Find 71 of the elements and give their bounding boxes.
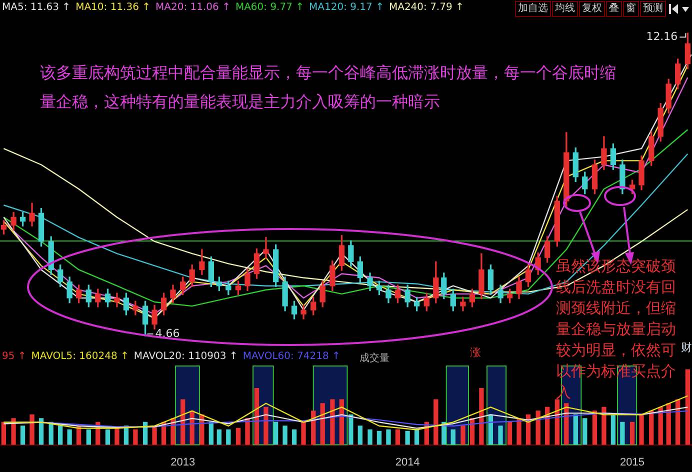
bar xyxy=(236,428,241,445)
bar xyxy=(573,414,578,445)
bar xyxy=(685,369,690,445)
bar xyxy=(30,414,34,445)
bar xyxy=(264,406,268,445)
bar xyxy=(301,422,306,445)
bar xyxy=(330,399,335,445)
bar xyxy=(320,403,325,445)
text: MA240: 7.79 ↑ xyxy=(388,2,464,13)
bar xyxy=(386,429,391,445)
bar xyxy=(254,388,260,445)
bar xyxy=(348,414,354,445)
text: MAVOL20: 110903 ↑ xyxy=(134,351,238,364)
bar xyxy=(639,414,644,445)
annotation: 该多重底构筑过程中配合量能显示，每一个谷峰高低滞涨时放量，每一个谷底时缩量企稳，这种特有的量能表现是主力介入吸筹的一种暗示 xyxy=(40,62,617,113)
bar xyxy=(273,422,278,445)
bar xyxy=(405,430,410,445)
bar xyxy=(507,422,512,445)
text: MA60: 9.77 ↑ xyxy=(235,2,304,13)
bar xyxy=(620,422,625,445)
bar xyxy=(20,426,26,445)
bar xyxy=(368,429,372,445)
bar xyxy=(516,418,522,445)
bar xyxy=(38,418,44,445)
text: MAVOL60: 74218 ↑ xyxy=(242,351,340,364)
bar xyxy=(498,426,503,445)
text: 窗 xyxy=(623,1,639,17)
bar xyxy=(450,429,456,445)
bar xyxy=(216,429,222,445)
text: 95 ↑ xyxy=(2,351,26,364)
bar xyxy=(133,429,138,445)
bar xyxy=(460,426,466,445)
bar xyxy=(630,422,635,445)
text: 财 xyxy=(681,340,692,355)
text: MA5: 11.63 ↑ xyxy=(2,2,71,13)
text: 叠 xyxy=(606,1,622,17)
bar xyxy=(479,388,484,445)
bar xyxy=(610,414,616,445)
bar xyxy=(58,426,63,445)
bar xyxy=(292,429,297,445)
annotation: 12.16 xyxy=(646,30,678,43)
text: MA10: 11.36 ↑ xyxy=(76,2,151,13)
bar xyxy=(414,429,420,445)
bar xyxy=(582,418,588,445)
bar xyxy=(245,418,250,445)
bar xyxy=(67,429,72,445)
text: MAVOL5: 160248 ↑ xyxy=(31,351,129,364)
x-tick-label: 2015 xyxy=(620,456,645,468)
text: 预测 xyxy=(640,1,666,17)
x-tick-label: 2013 xyxy=(170,456,196,468)
x-tick-label: 2014 xyxy=(395,456,420,468)
bar xyxy=(105,429,110,445)
bar xyxy=(376,430,382,445)
text: 涨 xyxy=(470,345,481,360)
bar xyxy=(282,426,288,445)
bar xyxy=(395,429,400,445)
bar xyxy=(152,426,157,445)
bar xyxy=(208,422,214,445)
bar xyxy=(434,399,438,445)
bar xyxy=(358,426,362,445)
text: MA20: 11.06 ↑ xyxy=(156,2,230,13)
text: 加自选 xyxy=(515,1,551,17)
bar xyxy=(114,428,120,445)
text: 均线 xyxy=(552,1,578,17)
annotation: 4.66 xyxy=(155,326,180,340)
text: MA120: 9.17 ↑ xyxy=(309,2,384,13)
text: 复权 xyxy=(579,1,605,17)
bar xyxy=(602,406,606,445)
bar xyxy=(86,429,91,445)
bar xyxy=(226,429,231,445)
text: 成交量 xyxy=(359,352,390,365)
